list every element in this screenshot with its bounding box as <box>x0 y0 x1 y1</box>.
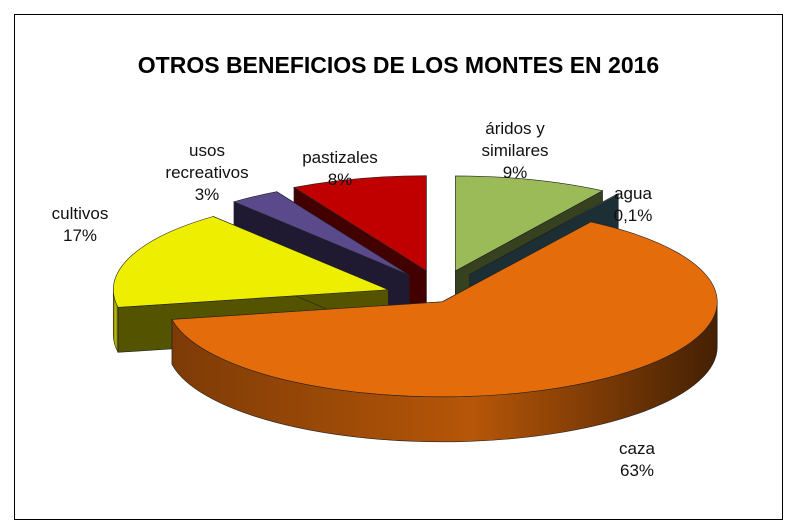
slice-top <box>293 175 427 272</box>
slice-top <box>171 221 718 398</box>
slice-label: áridos y similares 9% <box>465 118 565 184</box>
category-name: áridos y similares <box>481 119 549 160</box>
slice-top <box>112 216 389 308</box>
value-label: 9% <box>502 163 528 182</box>
slice-label: agua 0,1% <box>598 183 668 227</box>
slice-top <box>233 191 410 276</box>
chart-title: OTROS BENEFICIOS DE LOS MONTES EN 2016 <box>137 52 660 78</box>
value-label: 3% <box>194 185 220 204</box>
value-label: 8% <box>327 170 353 189</box>
value-label: 0,1% <box>613 206 653 225</box>
category-name: cultivos <box>51 204 109 223</box>
category-name: caza <box>619 439 655 458</box>
slice-top <box>469 193 620 275</box>
value-label: 63% <box>619 461 655 480</box>
slice-label: cultivos 17% <box>35 203 125 247</box>
slice-label: usos recreativos 3% <box>157 140 257 206</box>
category-name: usos recreativos <box>165 141 249 182</box>
category-name: agua <box>614 184 652 203</box>
pie-slice <box>171 221 718 443</box>
value-label: 17% <box>62 226 98 245</box>
slice-label: caza 63% <box>597 438 677 482</box>
category-name: pastizales <box>302 148 378 167</box>
slice-label: pastizales 8% <box>290 147 390 191</box>
slice-top <box>455 175 604 272</box>
